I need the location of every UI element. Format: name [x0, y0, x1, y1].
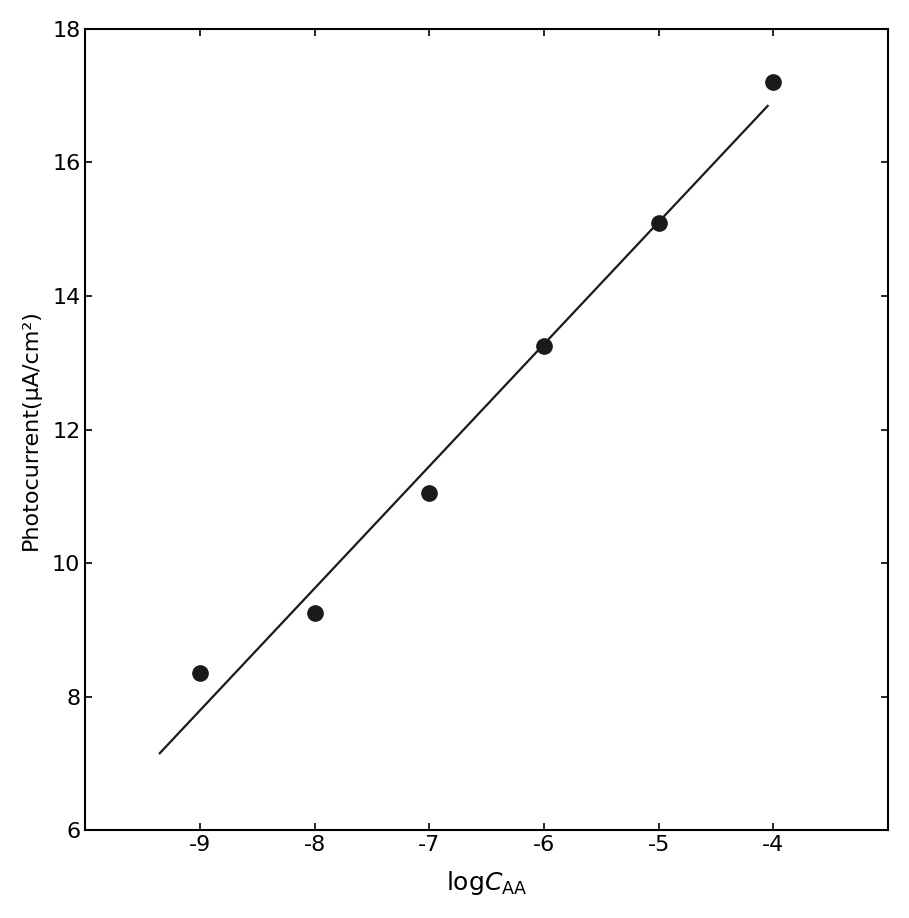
Y-axis label: Photocurrent(μA/cm²): Photocurrent(μA/cm²)	[21, 309, 41, 550]
Point	[307, 606, 322, 621]
Point	[193, 666, 207, 681]
Point	[422, 486, 436, 500]
Point	[766, 75, 781, 90]
Point	[536, 339, 551, 353]
Point	[652, 215, 666, 230]
X-axis label: $\mathrm{log}C_\mathrm{AA}$: $\mathrm{log}C_\mathrm{AA}$	[446, 869, 527, 897]
